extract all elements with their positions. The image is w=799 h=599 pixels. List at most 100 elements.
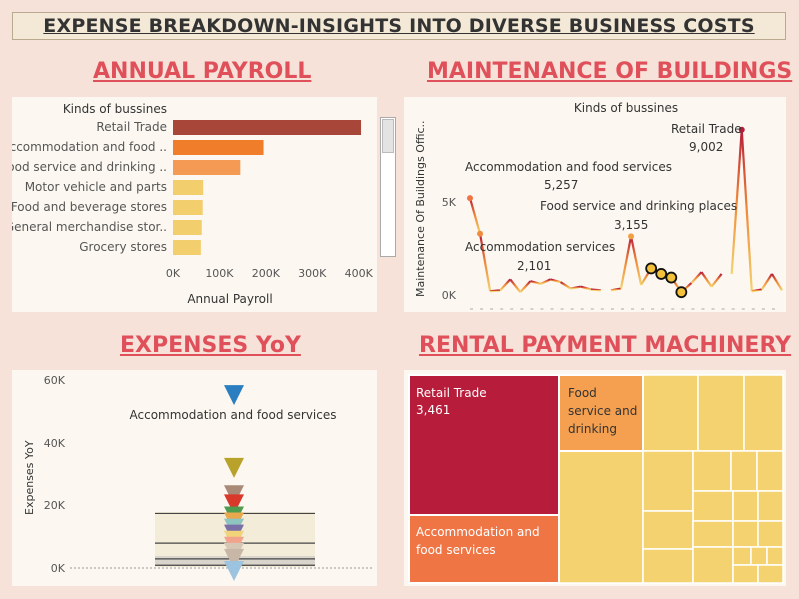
maintenance-line-segment [499, 278, 512, 292]
tile-other[interactable] [732, 546, 752, 566]
tile-food-service-label-3: drinking [568, 422, 617, 436]
tile-other[interactable] [757, 490, 784, 522]
maintenance-ytick-5k: 5K [442, 196, 457, 209]
tile-food-service-drinking[interactable] [558, 374, 644, 452]
maintenance-ytick-0k: 0K [442, 289, 457, 302]
expenses-ytick-20k: 20K [44, 499, 66, 512]
maintenance-line-segment [710, 273, 723, 288]
payroll-bar[interactable] [173, 140, 264, 155]
maintenance-chart[interactable]: Kinds of bussines Maintenance Of Buildin… [404, 97, 786, 312]
maintenance-line-segment [740, 129, 753, 292]
tile-other[interactable] [732, 564, 759, 584]
payroll-category-label: Motor vehicle and parts [25, 180, 167, 194]
payroll-category-header: Kinds of bussines [63, 102, 167, 116]
payroll-category-label: General merchandise stor.. [12, 220, 167, 234]
expense-marker[interactable] [224, 457, 244, 478]
annotation-accom-services-label: Accommodation services [465, 240, 615, 254]
maintenance-point[interactable] [628, 233, 635, 240]
payroll-x-tick: 100K [205, 267, 234, 280]
expenses-ytick-60k: 60K [44, 374, 66, 387]
tile-accommodation-food-label-2: food services [416, 543, 496, 557]
payroll-bar[interactable] [173, 160, 241, 175]
tile-other[interactable] [692, 546, 734, 584]
tile-retail-trade[interactable] [408, 374, 560, 516]
rental-title: RENTAL PAYMENT MACHINERY [419, 333, 792, 358]
maintenance-line-segment [730, 129, 743, 275]
tile-other[interactable] [750, 546, 768, 566]
maintenance-line-segment [570, 285, 581, 290]
annotation-retail-value: 9,002 [689, 140, 723, 154]
payroll-bar[interactable] [173, 120, 362, 135]
tile-other[interactable] [730, 450, 758, 492]
maintenance-point[interactable] [477, 230, 484, 237]
annotation-food-service-value: 3,155 [614, 218, 648, 232]
tile-other[interactable] [743, 374, 784, 452]
payroll-bar[interactable] [173, 220, 202, 235]
maintenance-line-segment [760, 273, 773, 291]
tile-accommodation-food[interactable] [408, 514, 560, 584]
payroll-x-tick: 0K [166, 267, 181, 280]
expense-marker[interactable] [224, 561, 244, 582]
tile-other[interactable] [757, 520, 784, 548]
payroll-x-axis-label: Annual Payroll [187, 292, 272, 306]
annual-payroll-title: ANNUAL PAYROLL [93, 59, 312, 84]
rental-treemap[interactable]: Retail Trade 3,461 Accommodation and foo… [404, 370, 786, 586]
expenses-yoy-panel: Expenses YoY 60K 40K 20K 0K Accommodatio… [12, 370, 377, 586]
expenses-ytick-40k: 40K [44, 437, 66, 450]
maintenance-line-segment [610, 287, 622, 292]
payroll-bar[interactable] [173, 180, 204, 195]
tile-retail-trade-label: Retail Trade [416, 386, 487, 400]
maintenance-line-segment [478, 233, 492, 292]
tile-other[interactable] [692, 490, 734, 522]
tile-other[interactable] [692, 520, 734, 548]
tile-other[interactable] [642, 450, 694, 512]
maintenance-header: Kinds of bussines [574, 101, 678, 115]
maintenance-y-axis-label: Maintenance Of Buildings Offic.. [414, 120, 427, 297]
maintenance-highlight-point[interactable] [665, 271, 678, 284]
tile-other[interactable] [756, 450, 784, 492]
maintenance-highlight-point[interactable] [655, 268, 668, 280]
tile-retail-trade-value: 3,461 [416, 403, 450, 417]
payroll-scrollbar-thumb[interactable] [382, 119, 394, 153]
dashboard-title: EXPENSE BREAKDOWN-INSIGHTS INTO DIVERSE … [43, 15, 755, 37]
expenses-yoy-title: EXPENSES YoY [120, 333, 301, 358]
maintenance-line-segment [580, 285, 592, 291]
tile-other[interactable] [757, 564, 784, 584]
maintenance-highlight-point[interactable] [675, 286, 688, 299]
tile-other[interactable] [697, 374, 745, 452]
maintenance-line-segment [629, 236, 643, 286]
tile-other[interactable] [732, 490, 759, 522]
payroll-bar[interactable] [173, 200, 203, 215]
tile-other[interactable] [642, 374, 699, 452]
annual-payroll-panel: Kinds of bussines Retail Trade Accommodat… [1, 97, 377, 312]
payroll-category-label: Food service and drinking .. [12, 160, 167, 174]
maintenance-highlight-point[interactable] [645, 262, 658, 275]
maintenance-line-segment [509, 278, 522, 293]
tile-other[interactable] [732, 520, 759, 548]
expense-marker[interactable] [224, 385, 244, 406]
maintenance-line-segment [550, 278, 561, 284]
tile-other[interactable] [642, 548, 694, 584]
maintenance-line-segment [751, 288, 763, 293]
tile-other[interactable] [766, 546, 784, 566]
maintenance-title: MAINTENANCE OF BUILDINGS [427, 59, 793, 84]
annual-payroll-chart[interactable]: Kinds of bussines Retail Trade Accommodat… [1, 97, 377, 312]
tile-food-service-label-2: service and [568, 404, 637, 418]
maintenance-line-segment [770, 273, 783, 291]
tile-other[interactable] [692, 450, 732, 492]
expenses-yoy-chart[interactable]: Expenses YoY 60K 40K 20K 0K Accommodatio… [12, 370, 377, 586]
expense-marker[interactable] [224, 494, 244, 515]
payroll-scrollbar[interactable] [380, 117, 396, 257]
tile-other[interactable] [642, 510, 694, 550]
payroll-category-label: Food and beverage stores [12, 200, 167, 214]
maintenance-line-segment [539, 278, 551, 285]
maintenance-point[interactable] [467, 195, 473, 202]
payroll-category-label: Retail Trade [96, 120, 167, 134]
maintenance-point[interactable] [738, 126, 745, 133]
tile-food-service-label-1: Food [568, 386, 597, 400]
expense-marker[interactable] [224, 548, 244, 569]
tile-other[interactable] [558, 450, 644, 584]
maintenance-line-segment [559, 281, 572, 290]
payroll-bar[interactable] [173, 240, 201, 255]
payroll-x-tick: 400K [345, 267, 374, 280]
